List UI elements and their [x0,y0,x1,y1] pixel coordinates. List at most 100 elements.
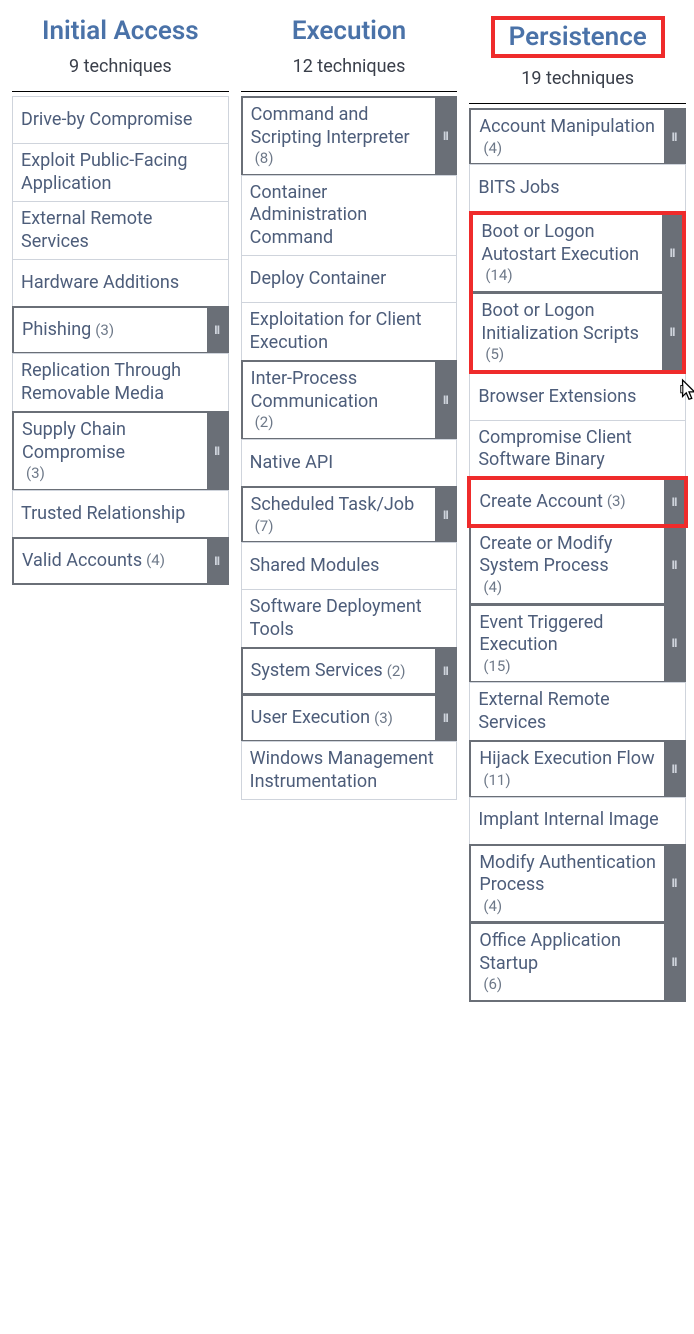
technique-cell[interactable]: System Services(2)II [241,647,458,695]
technique-label[interactable]: Valid Accounts(4) [14,539,207,583]
technique-name[interactable]: Office Application Startup [479,930,656,975]
technique-name[interactable]: Replication Through Removable Media [21,360,220,405]
technique-label[interactable]: Modify Authentication Process(4) [471,846,664,922]
technique-label[interactable]: Drive-by Compromise [13,97,228,143]
technique-cell[interactable]: Windows Management Instrumentation [241,741,458,800]
technique-label[interactable]: Hardware Additions [13,260,228,306]
technique-name[interactable]: BITS Jobs [478,177,559,200]
technique-cell[interactable]: Hijack Execution Flow(11)II [469,740,686,797]
technique-name[interactable]: Shared Modules [250,555,380,578]
expand-handle-icon[interactable]: II [664,742,684,795]
technique-label[interactable]: Account Manipulation(4) [471,110,664,163]
expand-handle-icon[interactable]: II [207,539,227,583]
technique-name[interactable]: User Execution [251,707,370,730]
technique-cell[interactable]: Inter-Process Communication(2)II [241,360,458,440]
technique-cell[interactable]: Event Triggered Execution(15)II [469,604,686,684]
technique-label[interactable]: Deploy Container [242,256,457,302]
tactic-header[interactable]: Initial Access [12,10,229,56]
technique-label[interactable]: Scheduled Task/Job(7) [243,488,436,541]
technique-label[interactable]: Windows Management Instrumentation [242,742,457,799]
expand-handle-icon[interactable]: II [435,649,455,693]
technique-name[interactable]: Command and Scripting Interpreter [251,104,428,149]
technique-name[interactable]: Modify Authentication Process [479,852,656,897]
technique-cell[interactable]: Native API [241,439,458,487]
expand-handle-icon[interactable]: II [207,413,227,489]
technique-name[interactable]: Windows Management Instrumentation [250,748,449,793]
technique-label[interactable]: Boot or Logon Initialization Scripts(5) [473,294,662,370]
technique-cell[interactable]: Phishing(3)II [12,306,229,354]
technique-name[interactable]: Valid Accounts [22,550,142,573]
technique-label[interactable]: Boot or Logon Autostart Execution(14) [473,215,662,291]
technique-name[interactable]: Software Deployment Tools [250,596,449,641]
technique-cell[interactable]: Exploit Public-Facing Application [12,143,229,202]
technique-label[interactable]: Container Administration Command [242,176,457,256]
technique-label[interactable]: Replication Through Removable Media [13,354,228,411]
expand-handle-icon[interactable]: II [207,308,227,352]
technique-cell[interactable]: Container Administration Command [241,175,458,257]
technique-cell[interactable]: Browser Extensions [469,373,686,421]
technique-label[interactable]: Command and Scripting Interpreter(8) [243,98,436,174]
technique-name[interactable]: Inter-Process Communication [251,368,428,413]
technique-name[interactable]: Container Administration Command [250,182,449,250]
technique-name[interactable]: Event Triggered Execution [479,612,656,657]
technique-cell[interactable]: Office Application Startup(6)II [469,922,686,1002]
technique-cell[interactable]: Supply Chain Compromise(3)II [12,411,229,491]
technique-name[interactable]: Create or Modify System Process [479,533,656,578]
technique-label[interactable]: Native API [242,440,457,486]
technique-cell[interactable]: Create or Modify System Process(4)II [469,525,686,605]
expand-handle-icon[interactable]: II [435,488,455,541]
technique-cell[interactable]: Exploitation for Client Execution [241,302,458,361]
technique-name[interactable]: Compromise Client Software Binary [478,427,677,472]
tactic-header[interactable]: Execution [241,10,458,56]
technique-label[interactable]: Inter-Process Communication(2) [243,362,436,438]
technique-cell[interactable]: Software Deployment Tools [241,589,458,648]
technique-label[interactable]: Exploit Public-Facing Application [13,144,228,201]
expand-handle-icon[interactable]: II [664,527,684,603]
tactic-header[interactable]: Persistence [469,10,686,68]
technique-label[interactable]: Compromise Client Software Binary [470,421,685,478]
expand-handle-icon[interactable]: II [664,846,684,922]
technique-cell[interactable]: Replication Through Removable Media [12,353,229,412]
technique-cell[interactable]: Scheduled Task/Job(7)II [241,486,458,543]
technique-cell[interactable]: BITS Jobs [469,164,686,212]
tactic-header-label[interactable]: Persistence [491,16,665,58]
technique-label[interactable]: Browser Extensions [470,374,685,420]
technique-label[interactable]: Software Deployment Tools [242,590,457,647]
technique-label[interactable]: Create Account(3) [471,480,664,524]
technique-cell[interactable]: Boot or Logon Initialization Scripts(5)I… [473,292,682,370]
technique-name[interactable]: Native API [250,452,334,475]
technique-cell[interactable]: Shared Modules [241,542,458,590]
expand-handle-icon[interactable]: II [664,480,684,524]
technique-name[interactable]: Deploy Container [250,268,387,291]
expand-handle-icon[interactable]: II [435,696,455,740]
technique-cell[interactable]: Trusted Relationship [12,490,229,538]
technique-cell[interactable]: Command and Scripting Interpreter(8)II [241,96,458,176]
technique-cell[interactable]: Boot or Logon Autostart Execution(14)II [473,215,682,293]
expand-handle-icon[interactable]: II [664,110,684,163]
technique-cell[interactable]: Hardware Additions [12,259,229,307]
expand-handle-icon[interactable]: II [664,606,684,682]
technique-label[interactable]: Trusted Relationship [13,491,228,537]
technique-cell[interactable]: User Execution(3)II [241,694,458,742]
expand-handle-icon[interactable]: II [662,215,682,291]
technique-cell[interactable]: Account Manipulation(4)II [469,108,686,165]
technique-label[interactable]: Shared Modules [242,543,457,589]
technique-label[interactable]: Supply Chain Compromise(3) [14,413,207,489]
technique-cell[interactable]: External Remote Services [469,682,686,741]
technique-name[interactable]: Scheduled Task/Job [251,494,415,517]
technique-cell[interactable]: Implant Internal Image [469,797,686,845]
technique-name[interactable]: External Remote Services [21,208,220,253]
technique-label[interactable]: Create or Modify System Process(4) [471,527,664,603]
technique-cell[interactable]: Drive-by Compromise [12,96,229,144]
expand-handle-icon[interactable]: II [435,98,455,174]
technique-name[interactable]: Create Account [479,491,603,514]
technique-name[interactable]: Supply Chain Compromise [22,419,199,464]
technique-name[interactable]: Trusted Relationship [21,503,185,526]
technique-name[interactable]: System Services [251,660,383,683]
technique-name[interactable]: Exploit Public-Facing Application [21,150,220,195]
technique-cell[interactable]: Create Account(3)II [469,478,686,526]
technique-name[interactable]: External Remote Services [478,689,677,734]
technique-label[interactable]: External Remote Services [470,683,685,740]
technique-label[interactable]: BITS Jobs [470,165,685,211]
technique-label[interactable]: Phishing(3) [14,308,207,352]
